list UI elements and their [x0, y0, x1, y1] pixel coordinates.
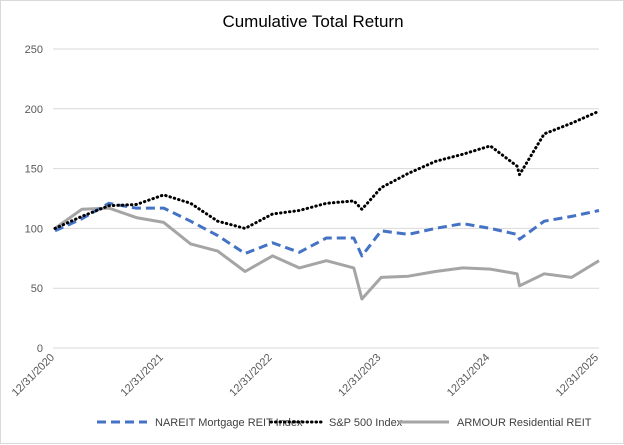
y-tick-label: 50 — [31, 283, 43, 295]
x-tick-label: 12/31/2025 — [554, 352, 601, 399]
series-line-0 — [55, 203, 599, 256]
y-tick-label: 0 — [37, 343, 43, 355]
chart-title: Cumulative Total Return — [222, 12, 403, 31]
y-tick-label: 100 — [25, 223, 43, 235]
y-tick-label: 150 — [25, 164, 43, 176]
x-tick-label: 12/31/2021 — [119, 352, 166, 399]
x-tick-label: 12/31/2020 — [10, 352, 57, 399]
legend-label: ARMOUR Residential REIT — [457, 417, 592, 429]
x-tick-label: 12/31/2023 — [336, 352, 383, 399]
series-line-2 — [55, 208, 599, 299]
x-tick-label: 12/31/2022 — [227, 352, 274, 399]
series-line-1 — [55, 111, 599, 228]
x-tick-label: 12/31/2024 — [445, 352, 492, 399]
legend-label: S&P 500 Index — [329, 417, 403, 429]
y-tick-label: 200 — [25, 104, 43, 116]
y-tick-label: 250 — [25, 44, 43, 56]
